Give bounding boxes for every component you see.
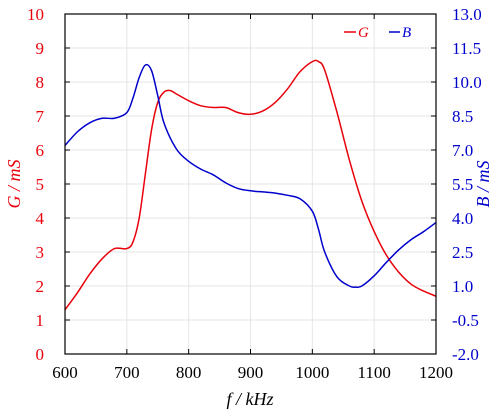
y-left-tick-label: 0 <box>36 345 45 364</box>
y-left-tick-label: 7 <box>36 107 45 126</box>
tick-layer: 600 700 800 900 1000 1100 1200 0 1 2 3 4 5 6 7 8 9 10 -2.0… <box>27 5 482 382</box>
x-axis-title: f / kHz <box>227 389 274 409</box>
y-left-tick-label: 5 <box>36 175 45 194</box>
y-left-tick-label: 3 <box>36 243 45 262</box>
y-right-tick-label: 5.5 <box>452 175 473 194</box>
y-right-tick-label: 2.5 <box>452 243 473 262</box>
legend-label-g: G <box>358 25 369 41</box>
x-tick-label: 600 <box>52 363 78 382</box>
series-layer <box>64 59 437 311</box>
y-left-tick-label: 1 <box>36 311 45 330</box>
x-tick-label: 900 <box>238 363 264 382</box>
y-right-tick-label: 8.5 <box>452 107 473 126</box>
y-right-tick-label: 4.0 <box>452 209 473 228</box>
y-right-tick-label: 11.5 <box>452 39 481 58</box>
y-left-tick-label: 10 <box>27 5 44 24</box>
grid <box>65 14 436 354</box>
y-left-tick-label: 9 <box>36 39 45 58</box>
y-right-tick-label: 13.0 <box>452 5 482 24</box>
x-tick-label: 1000 <box>295 363 329 382</box>
legend: G B <box>344 25 411 41</box>
y-right-tick-label: 1.0 <box>452 277 473 296</box>
y-left-tick-label: 8 <box>36 73 45 92</box>
y-right-tick-label: 7.0 <box>452 141 473 160</box>
legend-label-b: B <box>402 25 411 41</box>
series-line-g <box>64 59 437 311</box>
x-tick-label: 800 <box>176 363 202 382</box>
y-left-axis-title: G / mS <box>4 160 24 209</box>
x-tick-label: 700 <box>114 363 140 382</box>
y-right-tick-label: -2.0 <box>452 345 479 364</box>
y-right-axis-title: B / mS <box>473 161 493 208</box>
y-left-tick-label: 2 <box>36 277 45 296</box>
y-right-tick-label: 10.0 <box>452 73 482 92</box>
x-tick-label: 1200 <box>419 363 453 382</box>
x-tick-label: 1100 <box>357 363 390 382</box>
y-left-tick-label: 4 <box>36 209 45 228</box>
series-line-b <box>64 63 437 289</box>
y-left-tick-label: 6 <box>36 141 45 160</box>
y-right-tick-label: -0.5 <box>452 311 479 330</box>
